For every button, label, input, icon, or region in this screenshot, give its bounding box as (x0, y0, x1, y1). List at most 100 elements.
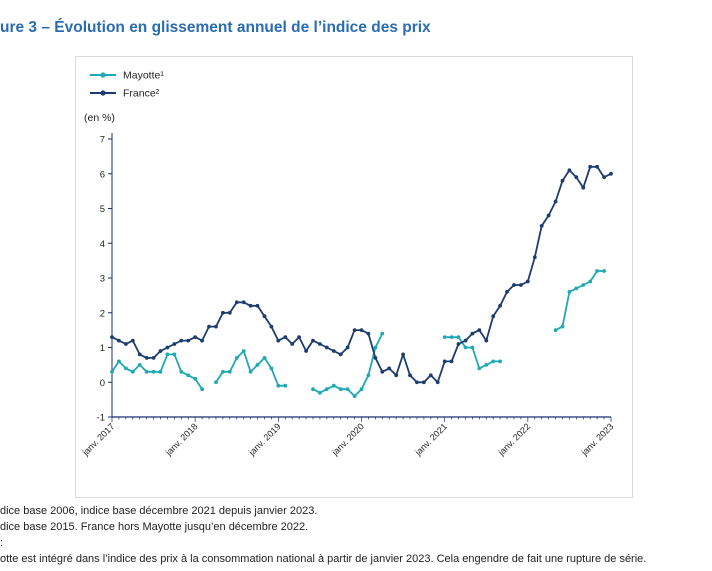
y-tick-label: 5 (100, 204, 105, 215)
series-point-2 (505, 290, 509, 294)
series-point-1 (602, 269, 606, 273)
series-point-1 (338, 387, 343, 392)
y-unit-label: (en %) (84, 112, 115, 124)
legend-swatch-marker (100, 90, 106, 96)
series-point-2 (241, 300, 246, 305)
chart-frame: (en %) 7 6 5 4 3 2 1 0 -1 janv. 2017 janv. 2018 janv… (75, 56, 633, 498)
series-line-1 (215, 350, 286, 387)
series-point-2 (186, 338, 191, 343)
series-point-2 (574, 175, 579, 180)
series-point-2 (227, 310, 232, 315)
series-point-1 (227, 369, 232, 374)
series-point-2 (553, 199, 558, 204)
series-point-2 (179, 338, 184, 343)
series-point-2 (609, 171, 613, 176)
series-point-2 (331, 349, 336, 353)
x-tick-label: janv. 2021 (412, 421, 449, 458)
series-point-2 (234, 300, 239, 305)
series-point-1 (484, 363, 489, 367)
series-point-1 (137, 363, 142, 367)
series-point-2 (276, 338, 281, 343)
series-point-1 (186, 373, 191, 378)
series-point-2 (137, 352, 142, 357)
series-point-1 (553, 328, 558, 332)
series-point-1 (158, 369, 163, 374)
series-point-1 (234, 356, 239, 360)
series-point-1 (262, 356, 267, 360)
series-point-1 (359, 387, 364, 392)
series-point-2 (214, 324, 218, 329)
series-point-2 (373, 356, 378, 360)
series-point-2 (394, 373, 399, 378)
series-point-1 (324, 387, 329, 392)
series-point-1 (498, 359, 502, 364)
series-point-2 (165, 345, 170, 350)
series-point-2 (207, 324, 211, 329)
x-tick-label: janv. 2022 (496, 421, 533, 458)
series-point-1 (200, 387, 204, 392)
series-point-2 (532, 255, 537, 260)
series-point-2 (359, 328, 364, 332)
x-tick-label: janv. 2019 (246, 421, 283, 458)
series-line-1 (444, 336, 501, 370)
y-tick-label: 6 (100, 169, 105, 180)
series-point-2 (387, 366, 392, 371)
series-point-2 (304, 349, 308, 353)
series-point-1 (380, 331, 385, 336)
series-point-2 (560, 178, 565, 183)
series-point-2 (283, 335, 288, 339)
series-point-2 (380, 369, 385, 374)
series-point-2 (352, 328, 357, 332)
series-point-2 (595, 164, 599, 169)
series-point-1 (456, 335, 461, 339)
series-point-2 (124, 342, 128, 346)
y-tick-label: 4 (100, 239, 105, 250)
series-point-1 (117, 359, 121, 364)
series-point-2 (463, 338, 468, 343)
series-point-2 (442, 359, 447, 364)
series-point-2 (401, 352, 405, 357)
note-2: dice base 2015. France hors Mayotte jusq… (0, 521, 309, 533)
y-tick-label: 3 (100, 274, 105, 285)
series-point-1 (595, 269, 599, 273)
series-point-1 (352, 394, 357, 398)
series-point-1 (373, 345, 378, 350)
series-point-1 (491, 359, 496, 364)
series-point-2 (498, 303, 502, 308)
series-point-2 (221, 310, 225, 315)
series-point-2 (491, 314, 496, 319)
series-point-2 (255, 303, 260, 308)
series-point-1 (331, 383, 336, 388)
series-point-1 (241, 349, 246, 353)
series-point-1 (110, 369, 114, 374)
series-point-1 (581, 283, 586, 287)
series-point-1 (463, 345, 468, 350)
series-point-2 (602, 175, 606, 180)
series-point-2 (477, 328, 482, 332)
series-point-1 (477, 366, 482, 371)
series-point-2 (519, 283, 523, 287)
series-point-1 (124, 366, 128, 371)
series-point-2 (338, 352, 343, 357)
series-point-2 (324, 345, 329, 350)
series-point-2 (408, 373, 412, 378)
series-point-2 (484, 338, 489, 343)
series-point-1 (172, 352, 177, 357)
series-point-1 (165, 352, 170, 357)
note-4: otte est intégré dans l’indice des prix … (0, 553, 647, 565)
series-point-2 (318, 342, 322, 346)
x-tick-label: janv. 2017 (80, 421, 117, 458)
series-point-1 (255, 363, 260, 367)
legend-entry: France² (123, 88, 160, 100)
series-point-2 (581, 185, 586, 190)
x-tick-label: janv. 2018 (163, 421, 200, 458)
series-point-1 (214, 380, 218, 385)
series-point-2 (470, 331, 475, 336)
series-point-2 (456, 342, 461, 346)
x-tick-label: janv. 2023 (579, 421, 616, 458)
series-point-1 (193, 376, 198, 381)
series-point-2 (311, 338, 315, 343)
series-point-1 (179, 369, 184, 374)
series-point-1 (560, 324, 565, 329)
note-1: dice base 2006, indice base décembre 202… (0, 505, 318, 517)
